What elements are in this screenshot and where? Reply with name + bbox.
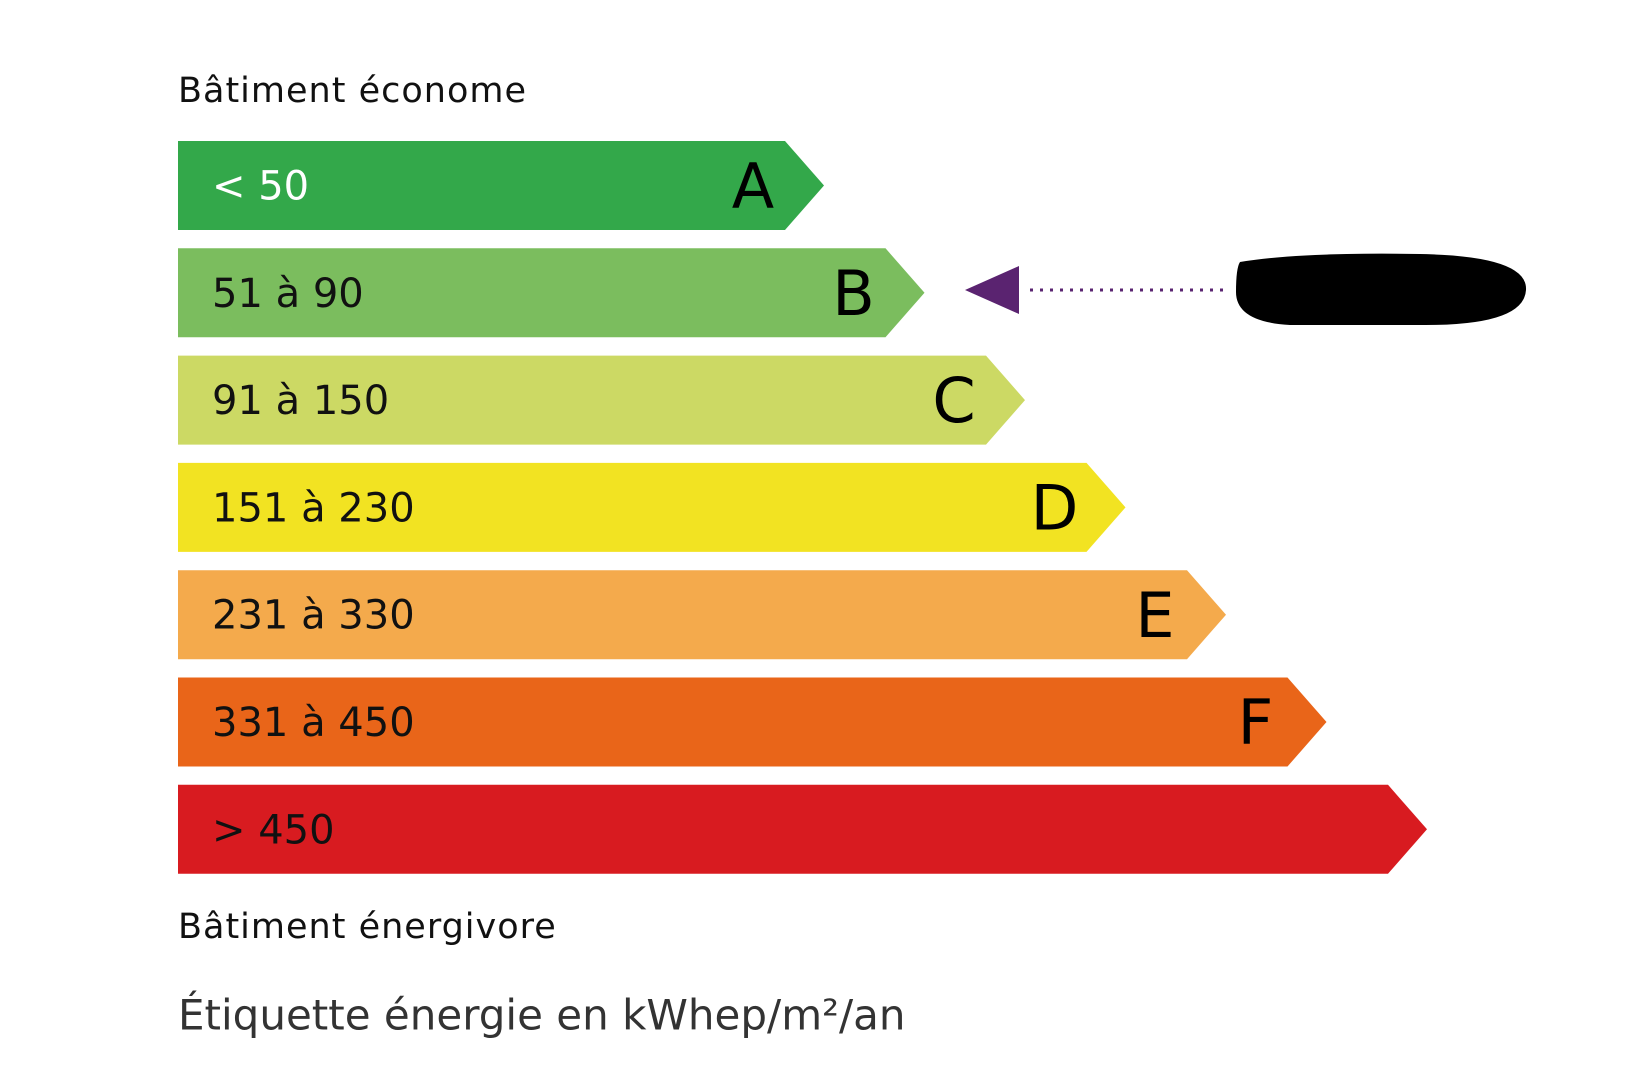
band-letter: E xyxy=(1135,579,1174,652)
band-letter: D xyxy=(1031,471,1079,544)
energy-band xyxy=(178,141,824,230)
energy-band xyxy=(178,248,925,338)
energy-band xyxy=(178,355,1025,445)
band-letter: C xyxy=(932,364,975,437)
band-letter: A xyxy=(732,150,774,223)
redaction xyxy=(1236,253,1527,326)
energy-band xyxy=(178,784,1427,874)
energy-band xyxy=(178,677,1327,767)
rating-marker xyxy=(965,253,1527,326)
band-range: 91 à 150 xyxy=(212,378,389,424)
energy-band xyxy=(178,462,1126,552)
band-range: 331 à 450 xyxy=(212,700,415,746)
band-letter: F xyxy=(1238,686,1274,759)
band-letter: B xyxy=(832,257,875,330)
marker-arrow xyxy=(965,266,1019,314)
footer: Bâtiment énergivore xyxy=(178,907,557,947)
header: Bâtiment économe xyxy=(178,71,527,111)
band-range: < 50 xyxy=(212,164,309,210)
band-range: 231 à 330 xyxy=(212,593,415,639)
band-range: 51 à 90 xyxy=(212,271,364,317)
caption: Étiquette énergie en kWhep/m²/an xyxy=(178,990,905,1040)
band-range: 151 à 230 xyxy=(212,485,415,531)
band-range: > 450 xyxy=(212,807,335,853)
energy-band xyxy=(178,570,1226,660)
